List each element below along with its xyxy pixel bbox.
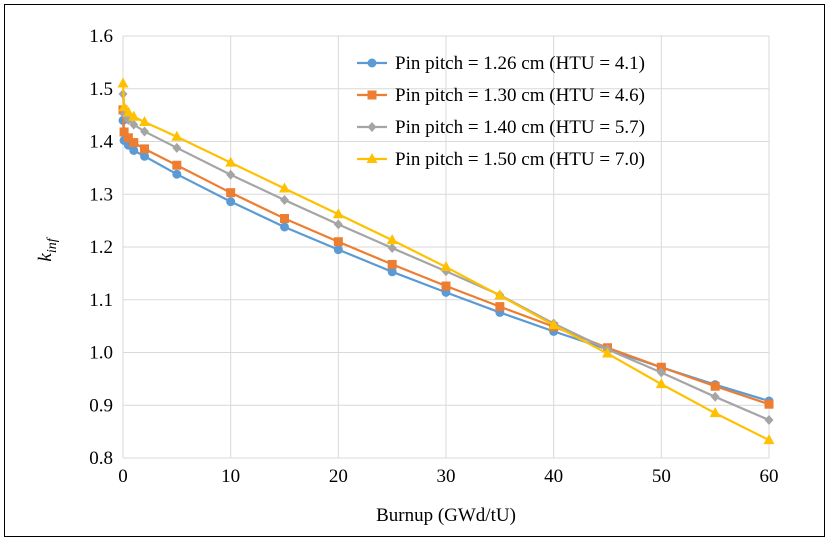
y-tick-label: 1.6 xyxy=(89,26,113,47)
legend-marker xyxy=(367,90,377,100)
legend-marker xyxy=(367,122,377,132)
data-point xyxy=(387,267,397,277)
y-tick-label: 1.4 xyxy=(89,132,113,153)
y-tick-label: 1.5 xyxy=(89,79,113,100)
x-axis-label: Burnup (GWd/tU) xyxy=(376,505,516,526)
data-point xyxy=(764,415,774,426)
legend-label: Pin pitch = 1.50 cm (HTU = 7.0) xyxy=(395,149,645,170)
data-point xyxy=(123,133,133,143)
y-axis-ticks: 0.8 0.9 1.0 1.1 1.2 1.3 1.4 1.5 1.6 xyxy=(89,26,113,469)
data-point xyxy=(140,144,150,154)
data-point xyxy=(332,208,344,219)
data-point xyxy=(172,142,182,153)
x-tick-label: 50 xyxy=(652,466,671,487)
data-point xyxy=(333,237,343,247)
legend-entry: Pin pitch = 1.26 cm (HTU = 4.1) xyxy=(357,53,645,74)
data-point xyxy=(129,145,139,155)
y-tick-label: 1.2 xyxy=(89,237,113,258)
data-point xyxy=(172,169,182,179)
y-axis-label-main: k xyxy=(35,253,56,262)
y-tick-label: 0.8 xyxy=(89,448,113,469)
data-point xyxy=(656,367,666,378)
y-tick-label: 0.9 xyxy=(89,395,113,416)
legend-marker xyxy=(366,153,378,163)
legend-label: Pin pitch = 1.26 cm (HTU = 4.1) xyxy=(395,53,645,74)
data-point xyxy=(655,378,667,389)
legend-entry: Pin pitch = 1.40 cm (HTU = 5.7) xyxy=(357,117,645,138)
data-point xyxy=(171,130,183,141)
x-tick-label: 30 xyxy=(437,466,456,487)
x-axis-ticks: 0 10 20 30 40 50 60 xyxy=(118,466,778,487)
legend-label: Pin pitch = 1.30 cm (HTU = 4.6) xyxy=(395,85,645,106)
data-point xyxy=(280,195,289,206)
data-point xyxy=(494,289,506,300)
data-point xyxy=(440,261,452,272)
x-tick-label: 40 xyxy=(544,466,563,487)
y-tick-label: 1.1 xyxy=(89,290,113,311)
series-layer xyxy=(117,77,775,445)
gridlines xyxy=(122,35,770,459)
data-point xyxy=(387,259,397,269)
y-axis-label: kinf xyxy=(35,236,60,261)
chart-svg: 0.8 0.9 1.0 1.1 1.2 1.3 1.4 1.5 1.6 0 10 20 30 40 50 6… xyxy=(35,26,779,526)
data-point xyxy=(333,245,343,255)
data-point xyxy=(710,391,720,402)
data-point xyxy=(333,219,343,230)
data-point xyxy=(226,188,236,198)
data-point xyxy=(280,222,289,232)
data-point xyxy=(387,243,397,254)
data-point xyxy=(172,160,182,170)
data-point xyxy=(140,151,150,161)
x-tick-label: 10 xyxy=(221,466,240,487)
data-point xyxy=(710,381,720,391)
data-point xyxy=(129,138,139,148)
data-point xyxy=(764,399,774,409)
x-tick-label: 0 xyxy=(118,466,128,487)
x-tick-label: 20 xyxy=(329,466,348,487)
data-point xyxy=(548,319,560,330)
data-point xyxy=(656,362,666,372)
data-point xyxy=(129,119,139,130)
chart-frame: 0.8 0.9 1.0 1.1 1.2 1.3 1.4 1.5 1.6 0 10 20 30 40 50 6… xyxy=(4,4,825,537)
data-point xyxy=(122,106,134,117)
data-point xyxy=(709,407,721,418)
data-point xyxy=(386,234,398,245)
y-tick-label: 1.3 xyxy=(89,184,113,205)
data-point xyxy=(225,156,237,167)
legend: Pin pitch = 1.26 cm (HTU = 4.1) Pin pitch… xyxy=(357,53,645,170)
y-tick-label: 1.0 xyxy=(89,343,113,364)
data-point xyxy=(279,182,290,193)
legend-marker xyxy=(367,58,377,68)
data-point xyxy=(763,434,775,445)
data-point xyxy=(280,214,289,224)
legend-entry: Pin pitch = 1.30 cm (HTU = 4.6) xyxy=(357,85,645,106)
data-point xyxy=(117,77,129,88)
data-point xyxy=(226,197,236,207)
data-point xyxy=(226,169,236,180)
data-point xyxy=(118,101,130,112)
data-point xyxy=(441,281,451,291)
data-point xyxy=(139,115,151,126)
data-point xyxy=(119,127,129,137)
legend-entry: Pin pitch = 1.50 cm (HTU = 7.0) xyxy=(357,149,645,170)
data-point xyxy=(128,110,140,121)
data-point xyxy=(495,302,505,312)
x-tick-label: 60 xyxy=(760,466,779,487)
legend-label: Pin pitch = 1.40 cm (HTU = 5.7) xyxy=(395,117,645,138)
series-4 xyxy=(117,77,775,445)
y-axis-label-sub: inf xyxy=(45,236,60,253)
data-point xyxy=(602,347,613,358)
